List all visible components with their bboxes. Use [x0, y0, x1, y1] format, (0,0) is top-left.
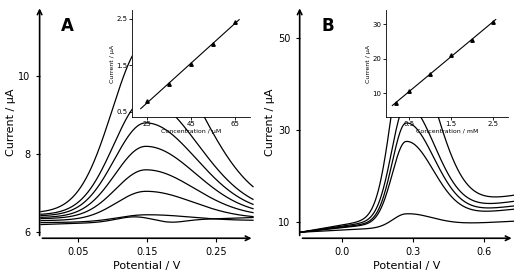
Text: A: A: [61, 17, 74, 35]
Y-axis label: Current / μA: Current / μA: [6, 88, 16, 156]
X-axis label: Potential / V: Potential / V: [113, 261, 180, 271]
Y-axis label: Current / μA: Current / μA: [266, 88, 276, 156]
Text: B: B: [321, 17, 334, 35]
X-axis label: Potential / V: Potential / V: [373, 261, 441, 271]
